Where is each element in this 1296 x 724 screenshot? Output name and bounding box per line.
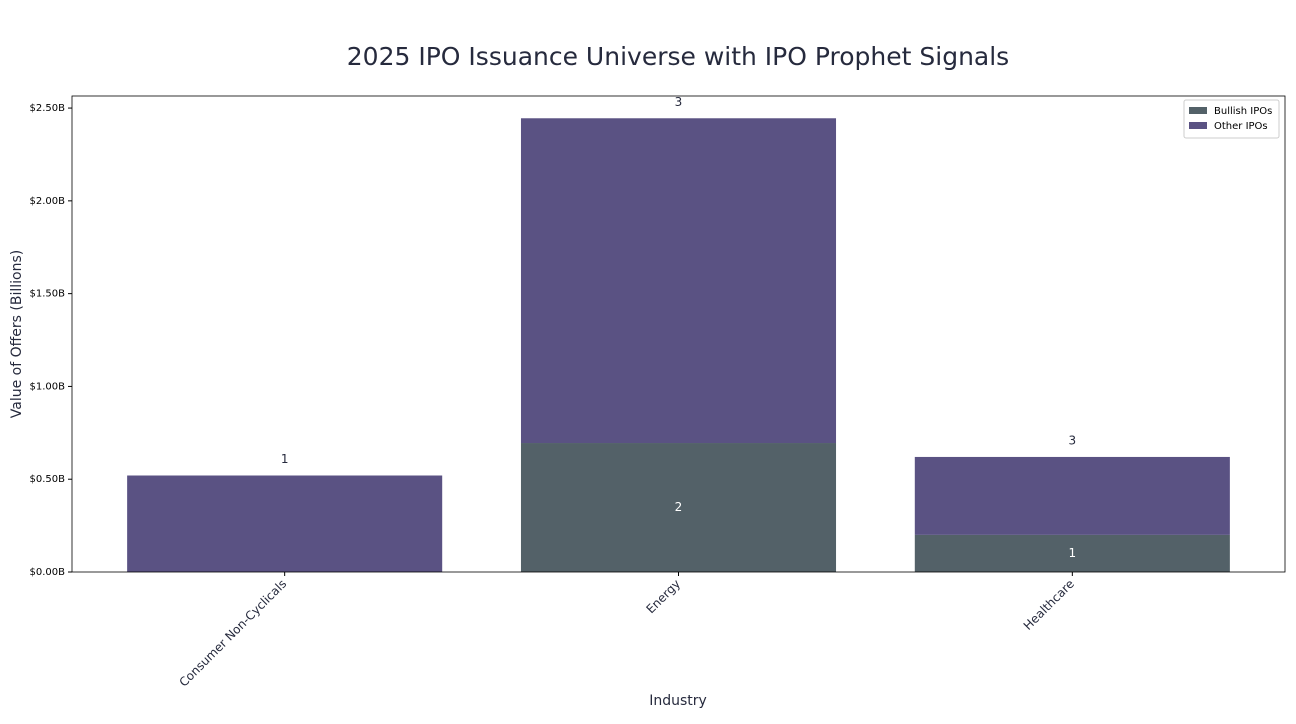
bar-segment: [520, 443, 837, 572]
legend-label: Other IPOs: [1214, 121, 1268, 132]
legend-swatch: [1189, 107, 1207, 114]
y-tick-label: $0.50B: [30, 474, 66, 485]
legend-box: [1183, 99, 1280, 139]
y-tick-label: $2.50B: [30, 103, 66, 114]
x-axis-label: Industry: [649, 693, 707, 709]
bar-segment: [914, 534, 1230, 572]
total-label: 3: [675, 95, 683, 109]
legend-label: Bullish IPOs: [1214, 106, 1272, 117]
bar-segment: [520, 118, 837, 444]
total-label: 3: [1069, 433, 1077, 447]
legend-swatch: [1189, 122, 1207, 129]
y-tick-label: $0.00B: [30, 567, 66, 578]
y-tick-label: $1.50B: [30, 289, 66, 300]
y-tick-label: $2.00B: [30, 196, 66, 207]
bar-segment: [127, 475, 443, 572]
x-tick-label: Consumer Non-Cyclicals: [176, 577, 289, 690]
bar-segment: [914, 456, 1230, 535]
count-label: 2: [675, 500, 683, 514]
plot-frame: [71, 95, 1286, 573]
count-label: 1: [1069, 546, 1077, 560]
chart-title: 2025 IPO Issuance Universe with IPO Prop…: [347, 42, 1009, 71]
y-axis-label: Value of Offers (Billions): [9, 250, 25, 418]
x-tick-label: Energy: [643, 577, 683, 617]
x-tick-label: Healthcare: [1021, 577, 1077, 633]
y-tick-label: $1.00B: [30, 381, 66, 392]
total-label: 1: [281, 452, 289, 466]
